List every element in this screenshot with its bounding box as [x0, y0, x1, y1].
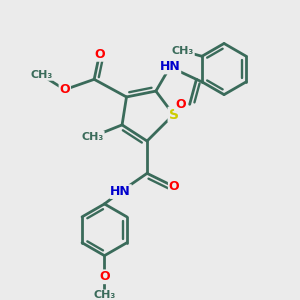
- Text: O: O: [169, 180, 179, 193]
- Text: O: O: [99, 270, 110, 283]
- Text: HN: HN: [110, 185, 131, 198]
- Text: O: O: [175, 98, 186, 111]
- Text: CH₃: CH₃: [30, 70, 52, 80]
- Text: CH₃: CH₃: [93, 290, 116, 300]
- Text: CH₃: CH₃: [82, 132, 104, 142]
- Text: HN: HN: [160, 61, 180, 74]
- Text: S: S: [169, 108, 178, 122]
- Text: O: O: [94, 48, 105, 61]
- Text: O: O: [59, 83, 70, 96]
- Text: CH₃: CH₃: [172, 46, 194, 56]
